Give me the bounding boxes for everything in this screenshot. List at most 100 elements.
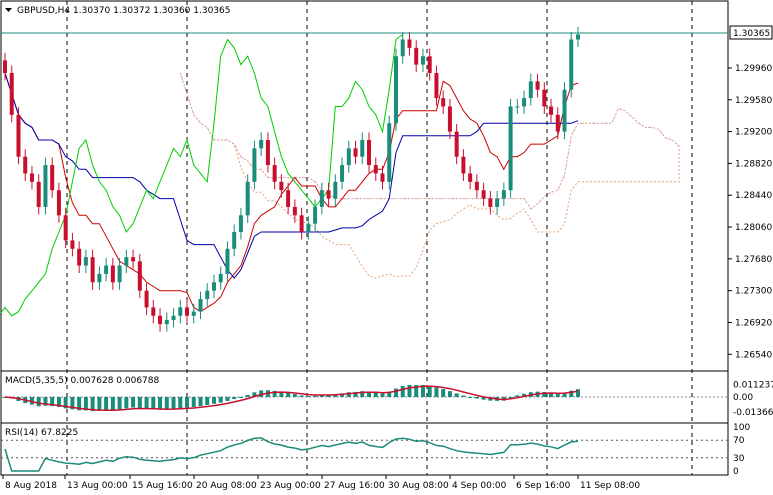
- current-price-label: 1.30365: [733, 29, 770, 39]
- candle-body: [380, 173, 385, 182]
- candle-body: [124, 257, 129, 266]
- candle-body: [198, 299, 203, 312]
- candle-body: [83, 257, 88, 266]
- macd-histogram-bar: [474, 397, 479, 399]
- macd-histogram-bar: [36, 397, 41, 407]
- price-axis-label: 1.26540: [735, 350, 772, 360]
- price-axis-label: 1.26920: [735, 318, 772, 328]
- vertical-gridlines: [66, 1, 693, 475]
- candle-body: [522, 98, 527, 107]
- candle-body: [191, 311, 196, 316]
- macd-histogram-bar: [29, 397, 34, 405]
- macd-histogram-bar: [447, 391, 452, 397]
- candle-body: [427, 56, 432, 73]
- candle-body: [205, 290, 210, 300]
- candle-body: [434, 72, 439, 99]
- macd-histogram-bar: [326, 395, 331, 397]
- macd-histogram-bar: [407, 384, 412, 397]
- macd-histogram-bar: [434, 387, 439, 397]
- macd-histogram-bar: [218, 397, 223, 403]
- candle-body: [326, 190, 331, 199]
- candle-body: [495, 198, 500, 207]
- macd-histogram-bar: [313, 395, 318, 397]
- candle-body: [555, 114, 560, 132]
- candle-body: [387, 123, 392, 182]
- chikou-span-line: [0, 34, 403, 317]
- candle-body: [97, 273, 102, 283]
- candle-body: [299, 215, 304, 233]
- candle-body: [3, 60, 7, 73]
- macd-histogram-bar: [508, 397, 513, 398]
- candle-body: [158, 315, 163, 325]
- candle-body: [414, 47, 419, 65]
- macd-histogram-bar: [346, 392, 351, 397]
- rsi-line: [4, 437, 579, 472]
- candle-body: [542, 89, 547, 107]
- macd-histogram-bar: [211, 397, 216, 404]
- macd-histogram-bar: [306, 396, 311, 398]
- candle-body: [407, 39, 412, 48]
- main-price-panel[interactable]: [0, 0, 729, 372]
- time-axis-label: 30 Aug 08:00: [388, 481, 449, 491]
- macd-histogram-bar: [171, 397, 176, 409]
- candle-body: [50, 165, 55, 191]
- time-axis-label: 20 Aug 08:00: [196, 481, 257, 491]
- rsi-axis-label: 0: [733, 467, 739, 477]
- macd-histogram-bar: [319, 395, 324, 397]
- rsi-indicator: [1, 437, 728, 472]
- symbol-info: GBPUSD,H4 1.30370 1.30372 1.30360 1.3036…: [17, 6, 230, 16]
- candle-body: [373, 165, 378, 174]
- macd-axis-label: -0.013666: [733, 408, 773, 418]
- candle-body: [144, 290, 149, 308]
- macd-histogram-bar: [420, 385, 425, 397]
- macd-histogram-bar: [515, 395, 520, 397]
- macd-histogram-bar: [104, 397, 109, 411]
- macd-histogram-bar: [542, 391, 547, 397]
- candle-body: [225, 248, 230, 274]
- macd-histogram-bar: [427, 385, 432, 397]
- candle-body: [346, 148, 351, 166]
- macd-histogram-bar: [83, 397, 88, 411]
- candle-body: [353, 148, 358, 157]
- macd-histogram-bar: [555, 393, 560, 397]
- macd-histogram-bar: [63, 397, 68, 409]
- candle-body: [56, 190, 61, 216]
- candle-body: [319, 190, 324, 207]
- macd-histogram-bar: [50, 397, 55, 407]
- time-axis-label: 11 Sep 08:00: [580, 481, 640, 491]
- candle-body: [245, 181, 250, 216]
- symbol-dropdown-icon[interactable]: [5, 8, 12, 12]
- candle-body: [185, 307, 190, 316]
- macd-histogram-bar: [340, 393, 345, 397]
- macd-histogram-bar: [232, 397, 237, 400]
- macd-histogram-bar: [56, 397, 61, 408]
- macd-histogram-bar: [387, 391, 392, 397]
- candle-body: [151, 307, 156, 316]
- macd-histogram-bar: [549, 392, 554, 397]
- time-axis-label: 6 Sep 16:00: [516, 481, 571, 491]
- candle-body: [474, 181, 479, 191]
- macd-histogram-bar: [137, 397, 142, 408]
- time-axis-label: 4 Sep 00:00: [452, 481, 507, 491]
- candle-body: [441, 98, 446, 107]
- time-axis-label: 8 Aug 2018: [5, 481, 57, 491]
- price-axis-label: 1.29580: [735, 96, 772, 106]
- time-axis-label: 23 Aug 00:00: [260, 481, 321, 491]
- macd-histogram-bar: [360, 391, 365, 397]
- candle-body: [43, 165, 48, 207]
- candle-body: [211, 282, 216, 291]
- macd-histogram-bar: [576, 389, 580, 397]
- rsi-panel[interactable]: [0, 422, 729, 476]
- macd-histogram-bar: [164, 397, 169, 410]
- macd-histogram-bar: [286, 392, 291, 397]
- kijun-sen-line: [4, 72, 579, 279]
- macd-histogram-bar: [185, 397, 190, 408]
- macd-label: MACD(5,35,5) 0.007628 0.006788: [5, 376, 160, 386]
- candlestick-series: [3, 26, 580, 332]
- candle-body: [70, 240, 75, 249]
- rsi-label: RSI(14) 67.8225: [5, 428, 78, 438]
- candle-body: [501, 190, 506, 199]
- macd-histogram-bar: [198, 397, 203, 407]
- candle-body: [340, 165, 345, 182]
